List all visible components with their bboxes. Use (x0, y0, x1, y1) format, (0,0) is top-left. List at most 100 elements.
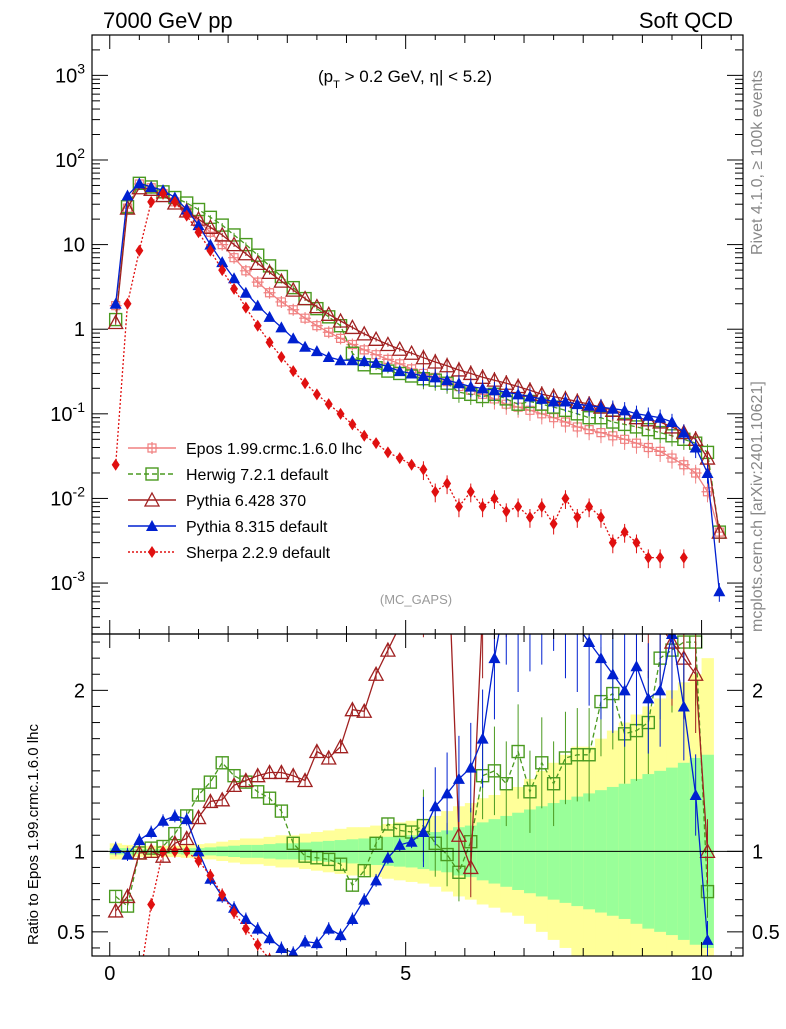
pythia6-ratio-point (273, 764, 290, 780)
epos-main-point (228, 251, 241, 264)
pythia8-ratio-point (239, 912, 252, 924)
pythia8-main-point (393, 365, 406, 377)
epos-main-point (618, 433, 631, 446)
pythia8-main-point (512, 388, 525, 400)
epos-main-point (287, 303, 300, 316)
sherpa-ratio-point (621, 1000, 629, 1012)
herwig-ratio-point (286, 836, 300, 850)
sherpa-main-point (312, 388, 321, 401)
herwig-ratio-point (108, 889, 123, 904)
sherpa-main-point (324, 398, 333, 411)
sherpa-ratio-point (313, 984, 321, 996)
pythia6-ratio-point (499, 555, 513, 568)
sherpa-main-point (159, 187, 168, 200)
ratio-ylabel: Ratio to Epos 1.99.crmc.1.6.0 lhc (25, 724, 42, 945)
pythia8-main-line (115, 182, 720, 592)
pythia6-ratio-point (570, 458, 584, 471)
sherpa-main-point (170, 195, 179, 208)
herwig-main-point (108, 312, 123, 327)
pythia6-ratio-point (285, 767, 302, 783)
pythia8-main-point (571, 398, 584, 410)
pythia6-main-point (273, 272, 290, 288)
ratio-plot-series (107, 458, 716, 1014)
sherpa-ratio-point (656, 1002, 664, 1014)
pythia8-main-point (370, 356, 383, 368)
pythia6-main-point (415, 349, 432, 365)
pythia6-ratio-point (367, 665, 385, 681)
pythia6-legend-label: Pythia 6.428 370 (186, 493, 306, 510)
main-y-tick-label: 102 (55, 145, 85, 172)
pythia6-main-point (427, 353, 444, 369)
sherpa-main-point (360, 429, 369, 442)
pythia6-ratio-point (131, 844, 148, 860)
cut-label-sub: T (333, 79, 340, 91)
sherpa-main-point (348, 418, 357, 431)
ratio-x-tick-label: 0 (104, 963, 115, 985)
sherpa-main-point (573, 511, 582, 524)
pythia6-main-point (439, 357, 456, 373)
pythia8-ratio-point (429, 800, 442, 812)
pythia6-main-point (285, 281, 302, 297)
ratio-y-tick-label: 2 (74, 680, 85, 702)
pythia6-main-point (391, 340, 408, 356)
analysis-watermark: (MC_GAPS) (380, 592, 452, 607)
sherpa-ratio-point (502, 1001, 510, 1013)
sherpa-main-point (490, 492, 499, 505)
sherpa-ratio-point (206, 869, 215, 882)
pythia8-ratio-point (405, 835, 418, 847)
sherpa-ratio-point (632, 1001, 640, 1013)
pythia6-ratio-point (511, 522, 525, 535)
herwig-ratio-point (546, 777, 561, 791)
epos-main-point (642, 441, 655, 454)
pythia8-ratio-point (180, 813, 193, 825)
pythia8-main-point (523, 390, 536, 402)
header-energy-label: 7000 GeV pp (103, 8, 233, 33)
sherpa-main-point (632, 536, 641, 549)
pythia8-ratio-point (334, 929, 347, 941)
sherpa-main-point (407, 458, 416, 471)
pythia8-main-point (381, 360, 394, 372)
pythia8-main-point (606, 402, 619, 414)
sherpa-main-point (656, 551, 665, 564)
main-y-tick-label: 1 (74, 319, 85, 341)
sherpa-legend-marker (148, 546, 156, 558)
pythia6-main-point (320, 305, 337, 321)
herwig-ratio-point (369, 836, 383, 850)
pythia6-ratio-point (214, 791, 231, 807)
pythia8-main-point (464, 380, 477, 392)
pythia6-main-point (202, 218, 219, 234)
herwig-ratio-point (333, 857, 348, 871)
sherpa-main-point (289, 365, 298, 378)
pythia8-main-point (654, 411, 667, 423)
sherpa-main-point (596, 511, 605, 524)
pythia6-ratio-point (332, 738, 349, 754)
sherpa-ratio-point (479, 1002, 487, 1014)
sherpa-legend-label: Sherpa 2.2.9 default (186, 545, 331, 562)
pythia8-ratio-point (251, 922, 264, 934)
sherpa-ratio-point (419, 1000, 427, 1012)
pythia6-ratio-point (416, 555, 430, 568)
main-y-tick-label: 10 (63, 235, 85, 257)
pythia8-main-point (310, 345, 323, 357)
main-y-tick-label: 10-2 (50, 483, 85, 510)
pythia8-ratio-point (299, 935, 312, 947)
herwig-ratio-point (191, 788, 206, 802)
pythia6-ratio-point (487, 571, 501, 584)
pythia8-main-point (701, 466, 714, 478)
epos-main-point (594, 426, 607, 439)
pythia8-main-point (109, 297, 122, 309)
pythia6-main-point (296, 290, 314, 306)
pythia6-ratio-point (261, 764, 278, 780)
pythia8-main-point (476, 382, 489, 394)
pythia8-main-point (500, 386, 513, 398)
sherpa-main-point (644, 551, 653, 564)
pythia6-ratio-point (653, 619, 667, 632)
ratio-y-tick-label: 0.5 (57, 922, 85, 944)
sherpa-ratio-point (443, 1002, 451, 1014)
pythia8-ratio-point (109, 842, 122, 854)
sherpa-main-point (620, 526, 629, 539)
sherpa-ratio-point (526, 1001, 534, 1013)
mcplots-reference-label: mcplots.cern.ch [arXiv:2401.10621] (749, 381, 766, 632)
pythia8-main-point (275, 321, 288, 333)
pythia8-main-point (180, 203, 193, 215)
